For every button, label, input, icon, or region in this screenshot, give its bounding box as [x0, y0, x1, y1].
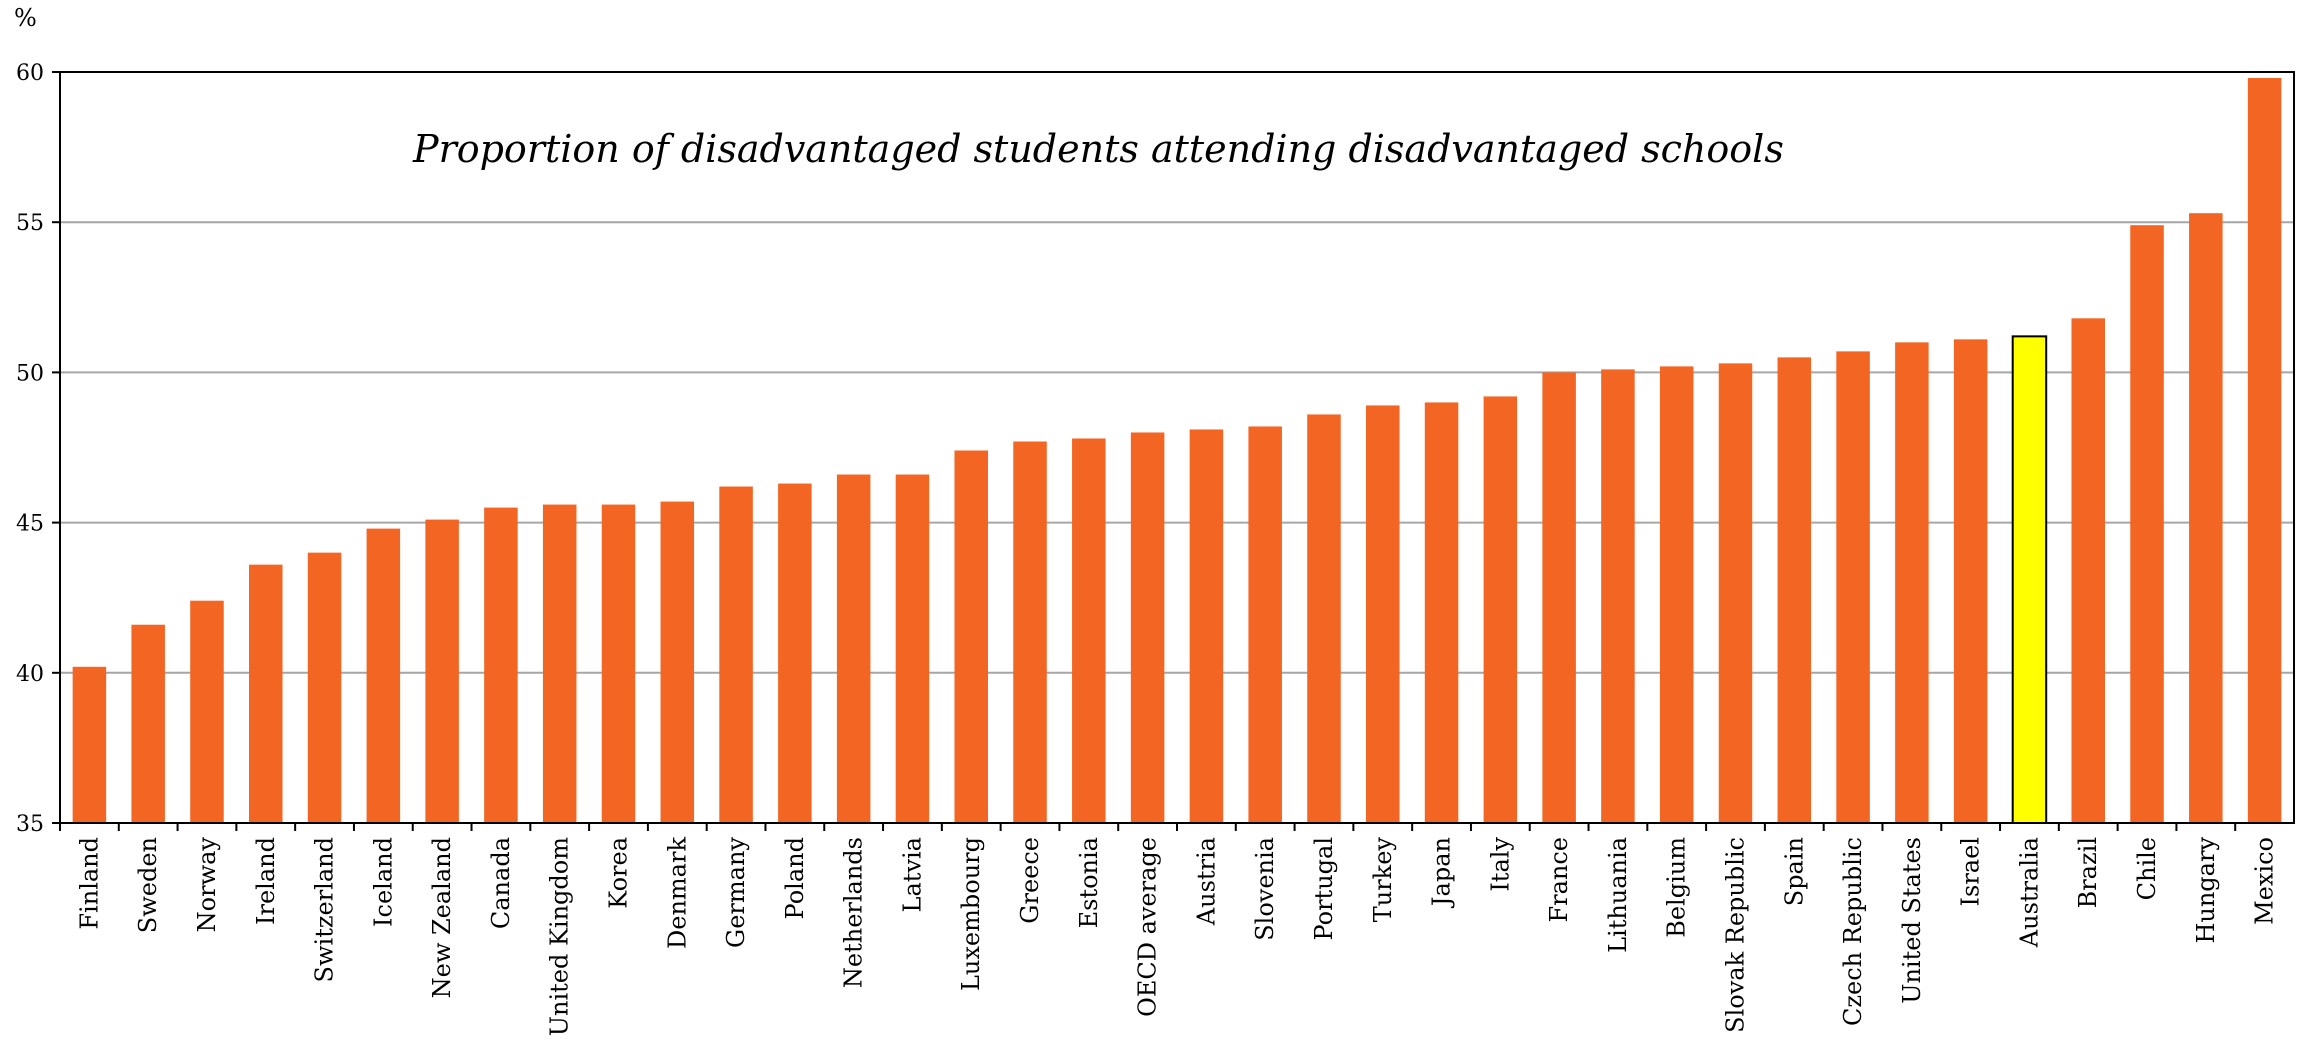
bar-italy: [1483, 396, 1518, 823]
bar-new-zealand: [425, 519, 459, 823]
bar-czech-republic: [1836, 351, 1870, 823]
bar-france: [1542, 372, 1576, 823]
x-category-label: Belgium: [1663, 837, 1691, 938]
x-category-label: Iceland: [369, 837, 397, 927]
x-category-label: Chile: [2133, 837, 2161, 900]
bar-united-kingdom: [542, 504, 577, 823]
x-category-label: Greece: [1016, 837, 1044, 924]
x-category-label: Norway: [193, 837, 221, 933]
x-category-label: Hungary: [2192, 837, 2220, 944]
bar-canada: [484, 507, 518, 823]
bar-israel: [1953, 339, 1988, 823]
y-tick-label: 60: [16, 61, 44, 86]
bar-poland: [778, 483, 812, 823]
bar-portugal: [1307, 414, 1341, 823]
x-category-label: Latvia: [898, 837, 926, 912]
bar-greece: [1013, 441, 1047, 823]
bar-latvia: [895, 474, 930, 823]
x-category-label: Korea: [605, 837, 633, 909]
x-category-label: Canada: [487, 837, 515, 929]
x-category-label: Switzerland: [311, 837, 339, 982]
x-category-label: Brazil: [2074, 837, 2102, 908]
bar-australia: [2011, 335, 2048, 824]
bar-iceland: [366, 528, 401, 823]
x-category-label: Denmark: [663, 837, 691, 949]
y-tick-label: 50: [16, 361, 44, 386]
x-category-label: Netherlands: [840, 837, 868, 988]
y-axis-ticks: 35 40 45 50 55 60: [16, 61, 60, 837]
x-category-label: New Zealand: [428, 837, 456, 998]
bar-luxembourg: [954, 450, 988, 823]
bar-switzerland: [307, 552, 342, 823]
x-category-label: France: [1545, 837, 1573, 923]
bar-japan: [1424, 402, 1459, 823]
x-category-label: United States: [1898, 837, 1926, 1004]
bar-denmark: [660, 501, 695, 823]
x-category-label: Australia: [2015, 837, 2043, 948]
y-tick-label: 40: [16, 662, 44, 687]
bar-mexico: [2247, 78, 2282, 824]
bar-spain: [1777, 357, 1812, 823]
bar-ireland: [249, 564, 283, 823]
x-category-label: Czech Republic: [1839, 837, 1867, 1026]
x-category-label: Portugal: [1310, 837, 1338, 941]
x-category-label: Germany: [722, 837, 750, 948]
y-tick-label: 55: [16, 211, 44, 236]
y-tick-label: 35: [16, 812, 44, 837]
x-category-label: Italy: [1486, 837, 1514, 892]
bar-slovenia: [1248, 426, 1282, 823]
x-category-label: Spain: [1780, 837, 1808, 906]
x-category-label: Lithuania: [1604, 837, 1632, 953]
bar-estonia: [1072, 438, 1106, 823]
bar-norway: [190, 600, 224, 823]
x-category-label: Luxembourg: [957, 837, 985, 991]
x-category-label: Japan: [1428, 837, 1456, 909]
bar-netherlands: [836, 474, 871, 823]
bar-turkey: [1366, 405, 1400, 823]
bar-oecd-average: [1130, 432, 1165, 823]
x-category-label: Austria: [1192, 837, 1220, 926]
bar-slovak-republic: [1718, 363, 1753, 823]
x-axis-labels: Finland Sweden Norway Ireland Switzerland Ice…: [59, 823, 2279, 1036]
x-category-label: Estonia: [1075, 837, 1103, 928]
x-category-label: OECD average: [1134, 837, 1162, 1017]
y-axis-unit-label: %: [14, 4, 37, 32]
x-category-label: Finland: [75, 837, 103, 930]
y-tick-label: 45: [16, 512, 44, 537]
x-category-label: Poland: [781, 837, 809, 919]
bar-austria: [1189, 429, 1224, 823]
bar-hungary: [2189, 213, 2223, 824]
bars: [72, 78, 2282, 824]
bar-chile: [2130, 225, 2164, 824]
x-category-label: Slovenia: [1251, 837, 1279, 941]
bar-brazil: [2071, 318, 2105, 823]
x-category-label: Sweden: [134, 837, 162, 933]
bar-sweden: [131, 624, 165, 823]
chart-title: Proportion of disadvantaged students att…: [412, 127, 1784, 171]
bar-united-states: [1895, 342, 1929, 823]
x-category-label: Ireland: [252, 837, 280, 925]
x-category-label: Israel: [1957, 837, 1985, 906]
x-category-label: Mexico: [2251, 837, 2279, 925]
x-category-label: United Kingdom: [546, 837, 574, 1036]
bar-korea: [601, 504, 636, 823]
bar-belgium: [1659, 366, 1694, 823]
bar-finland: [72, 666, 107, 823]
x-category-label: Turkey: [1369, 837, 1397, 923]
bar-germany: [719, 486, 753, 823]
bar-lithuania: [1601, 369, 1635, 823]
x-category-label: Slovak Republic: [1722, 837, 1750, 1033]
